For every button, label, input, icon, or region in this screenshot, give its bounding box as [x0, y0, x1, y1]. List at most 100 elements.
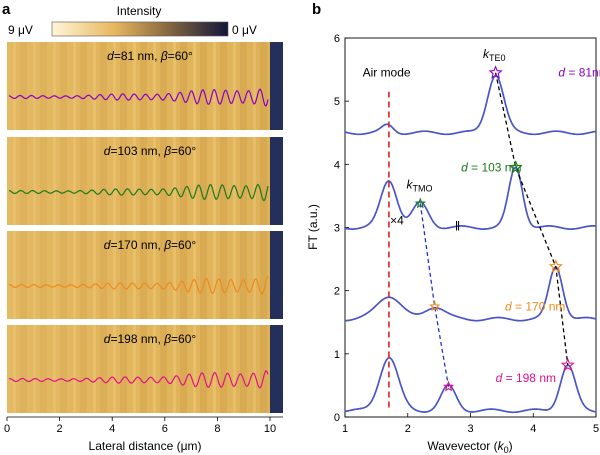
x-tick-label: 3 [467, 423, 473, 435]
air-mode-label: Air mode [363, 66, 411, 80]
ft-curve-2 [344, 166, 597, 230]
colorbar-left-label: 9 μV [8, 23, 33, 37]
subpanel-label: d=198 nm, β=60° [104, 332, 197, 346]
label-beta-symbol: β [163, 238, 171, 252]
tick-label: 4 [109, 423, 115, 435]
y-tick-label: 2 [334, 286, 340, 298]
label-beta-value: =60° [171, 332, 196, 346]
ft-curve-1 [344, 74, 597, 136]
line-trace [8, 88, 269, 107]
subpanel-label: d=103 nm, β=60° [104, 144, 197, 158]
panel-a-xlabel: Lateral distance (μm) [89, 439, 202, 453]
panel-a-letter: a [2, 1, 11, 18]
subpanel-1: d=81 nm, β=60° [7, 42, 283, 130]
label-beta-value: =60° [171, 144, 196, 158]
subpanel-label: d=81 nm, β=60° [107, 49, 193, 63]
line-trace [8, 276, 269, 296]
panel-b-letter: b [312, 1, 321, 18]
series-label-d: d [496, 371, 503, 385]
subpanel-2: d=103 nm, β=60° [7, 137, 283, 225]
tick-label: 2 [57, 423, 63, 435]
series-label-value: = 198 nm [502, 371, 556, 385]
times4-label: ×4 [390, 213, 404, 227]
tick-label: 0 [4, 423, 10, 435]
label-d-value: =198 nm, [110, 332, 164, 346]
tmo-peak-marker-2 [429, 300, 441, 312]
tick-label: 6 [162, 423, 168, 435]
x-tick-label: 5 [593, 423, 599, 435]
series-label-d: d [558, 66, 565, 80]
label-beta-symbol: β [163, 144, 171, 158]
image-dark-edge [270, 42, 283, 130]
x-tick-label: 4 [530, 423, 536, 435]
x-axis: 1 2 3 4 5 [342, 413, 599, 435]
y-tick-label: 1 [334, 349, 340, 361]
x-axis-label-var: k [498, 439, 505, 453]
label-d-symbol: d [107, 49, 114, 63]
series-label-d: d [461, 160, 468, 174]
y-tick-label: 0 [334, 412, 340, 424]
image-dark-edge [270, 137, 283, 225]
series-label-value: = 103 nm [468, 160, 522, 174]
ft-curve-4 [344, 356, 597, 414]
te0-peak-marker-3 [548, 259, 563, 273]
te0-peak-marker-4 [560, 357, 575, 372]
x-axis-label-sub: 0 [504, 445, 509, 455]
panel-a-x-axis: 0 2 4 6 8 10 [4, 416, 283, 435]
axis-break-marker: ‖ [455, 219, 460, 234]
image-dark-edge [270, 231, 283, 319]
kTMO-symbol: k [406, 177, 413, 191]
series-label-value: = 170 nm [512, 299, 566, 313]
line-trace [8, 183, 269, 202]
image-shading [7, 325, 270, 413]
image-shading [7, 42, 270, 130]
tmo-peak-marker-1 [414, 197, 427, 209]
label-beta-value: =60° [168, 49, 193, 63]
label-beta-symbol: β [160, 49, 168, 63]
subpanel-label: d=170 nm, β=60° [104, 238, 197, 252]
series-label-3: d = 170 nm [505, 299, 565, 313]
kTE0-dashed-line [494, 72, 569, 366]
label-beta-value: =60° [171, 238, 196, 252]
x-tick-label: 1 [342, 423, 348, 435]
y-tick-label: 3 [334, 223, 340, 235]
kTE0-symbol: k [483, 47, 490, 61]
y-tick-label: 4 [334, 159, 340, 171]
y-axis-label: FT (a.u.) [306, 204, 320, 250]
subpanel-3: d=170 nm, β=60° [7, 231, 283, 319]
ft-curves [344, 74, 597, 414]
label-d-symbol: d [104, 144, 111, 158]
label-beta-symbol: β [163, 332, 171, 346]
subpanel-4: d=198 nm, β=60° [7, 325, 283, 413]
label-d-value: =170 nm, [110, 238, 164, 252]
tmo-peak-marker-3 [442, 380, 455, 392]
label-d-value: =81 nm, [114, 49, 161, 63]
y-tick-label: 6 [334, 33, 340, 45]
kTMO-subscript: TMO [412, 183, 432, 193]
kTE0-label: kTE0 [483, 47, 506, 63]
image-dark-edge [270, 325, 283, 413]
y-tick-label: 5 [334, 96, 340, 108]
colorbar-title: Intensity [117, 4, 162, 18]
label-d-symbol: d [104, 238, 111, 252]
tick-label: 8 [214, 423, 220, 435]
label-d-symbol: d [104, 332, 111, 346]
te0-peak-marker-2 [508, 160, 523, 174]
ft-curve-3 [345, 266, 597, 322]
line-trace [8, 369, 269, 389]
x-tick-label: 2 [405, 423, 411, 435]
kTE0-subscript: TE0 [489, 53, 506, 63]
x-axis-label-suffix: ) [509, 439, 513, 453]
image-shading [7, 231, 270, 319]
series-label-2: d = 103 nm [461, 160, 521, 174]
x-axis-label: Wavevector (k0) [427, 439, 512, 455]
kTMO-dashed-line [419, 203, 450, 387]
near-field-images: d=81 nm, β=60°d=103 nm, β=60°d=170 nm, β… [7, 42, 283, 413]
series-label-d: d [505, 299, 512, 313]
te0-peak-marker-1 [488, 65, 503, 79]
